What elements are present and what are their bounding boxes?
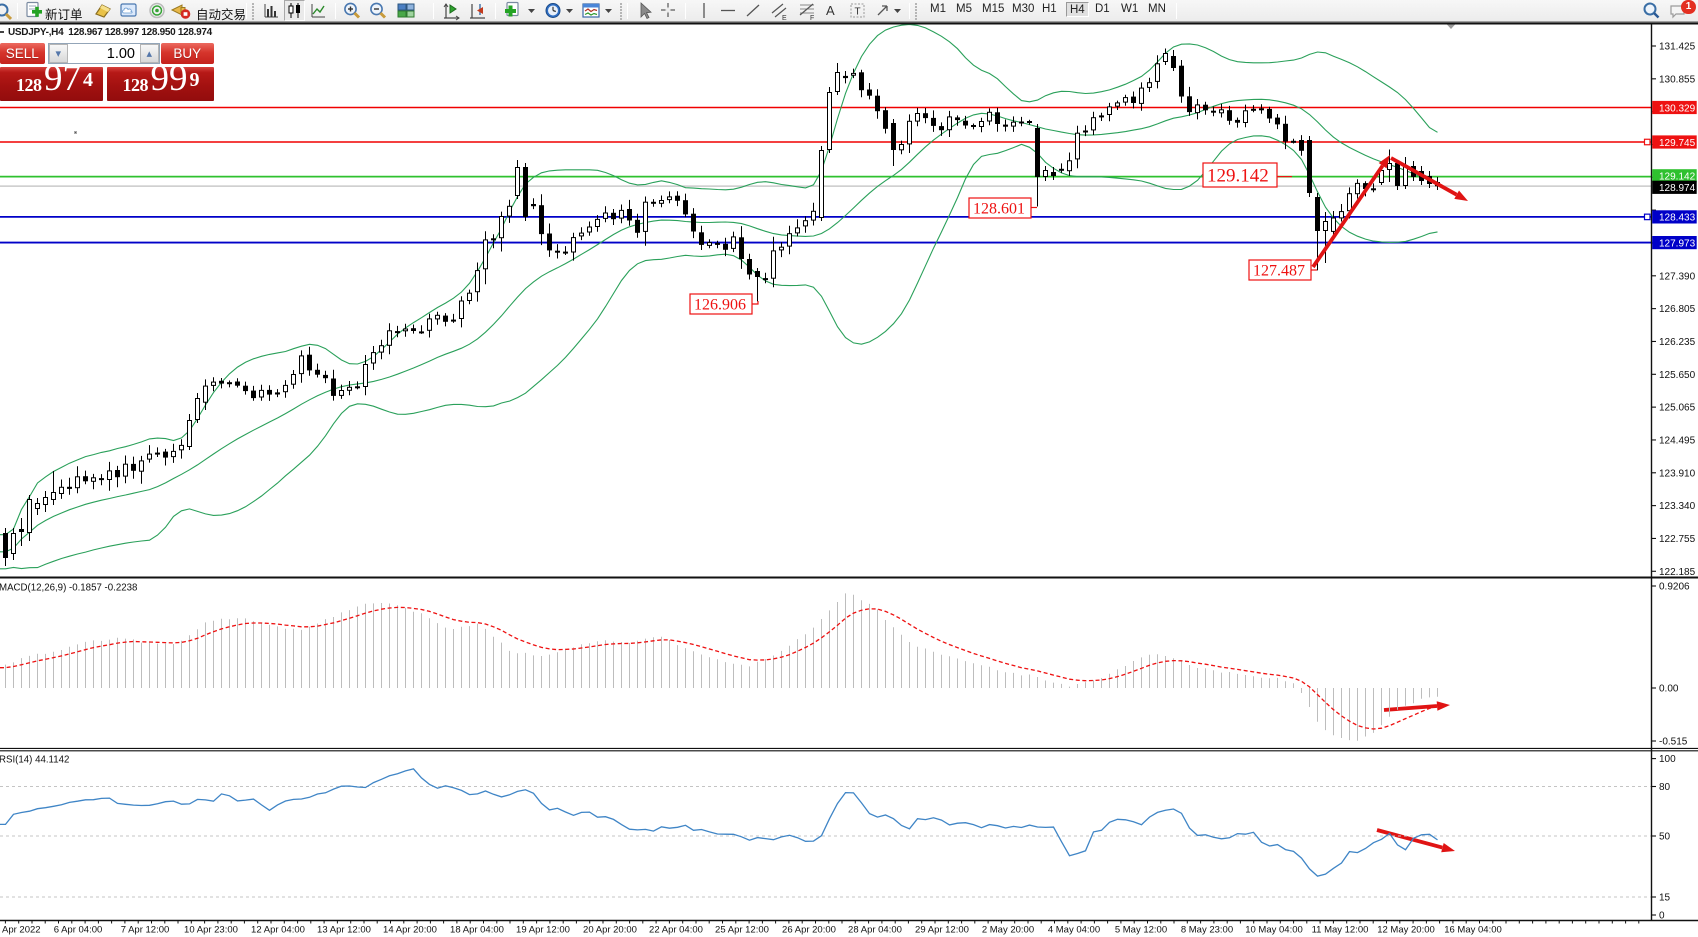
svg-text:127.390: 127.390 [1659,271,1696,282]
svg-text:5 May 12:00: 5 May 12:00 [1115,925,1167,936]
svg-text:123.910: 123.910 [1659,468,1696,479]
svg-text:14 Apr 20:00: 14 Apr 20:00 [383,925,437,936]
svg-text:100: 100 [1659,754,1676,765]
svg-text:131.425: 131.425 [1659,42,1696,53]
svg-text:7 Apr 12:00: 7 Apr 12:00 [121,925,170,936]
svg-text:E: E [782,15,787,21]
svg-text:F: F [810,15,814,21]
svg-text:127.973: 127.973 [1659,238,1696,249]
svg-text:122.755: 122.755 [1659,534,1696,545]
svg-text:6 Apr 04:00: 6 Apr 04:00 [54,925,103,936]
svg-text:126.805: 126.805 [1659,304,1696,315]
svg-text:128.974: 128.974 [1659,183,1696,194]
svg-text:10 May 04:00: 10 May 04:00 [1245,925,1303,936]
svg-text:128.601: 128.601 [973,201,1025,218]
svg-text:22 Apr 04:00: 22 Apr 04:00 [649,925,703,936]
svg-text:MACD(12,26,9) -0.1857 -0.2238: MACD(12,26,9) -0.1857 -0.2238 [0,583,137,594]
svg-text:129.142: 129.142 [1207,166,1269,187]
svg-text:18 Apr 04:00: 18 Apr 04:00 [450,925,504,936]
svg-text:19 Apr 12:00: 19 Apr 12:00 [516,925,570,936]
svg-text:Apr 2022: Apr 2022 [2,925,41,936]
svg-text:11 May 12:00: 11 May 12:00 [1312,925,1369,936]
svg-text:12 Apr 04:00: 12 Apr 04:00 [251,925,305,936]
svg-text:126.235: 126.235 [1659,337,1696,348]
svg-text:123.340: 123.340 [1659,501,1696,512]
svg-text:26 Apr 20:00: 26 Apr 20:00 [782,925,836,936]
svg-text:129.745: 129.745 [1659,138,1696,149]
svg-text:125.650: 125.650 [1659,370,1696,381]
svg-text:80: 80 [1659,782,1671,793]
svg-text:29 Apr 12:00: 29 Apr 12:00 [915,925,969,936]
svg-text:0.9206: 0.9206 [1659,582,1690,593]
svg-text:28 Apr 04:00: 28 Apr 04:00 [848,925,902,936]
svg-text:12 May 20:00: 12 May 20:00 [1377,925,1435,936]
svg-text:15: 15 [1659,893,1671,904]
svg-text:25 Apr 12:00: 25 Apr 12:00 [715,925,769,936]
svg-text:RSI(14) 44.1142: RSI(14) 44.1142 [0,755,69,766]
svg-text:2 May 20:00: 2 May 20:00 [982,925,1034,936]
svg-text:122.185: 122.185 [1659,567,1696,578]
svg-text:16 May 04:00: 16 May 04:00 [1444,925,1502,936]
svg-text:0: 0 [1659,911,1665,922]
svg-text:124.495: 124.495 [1659,436,1696,447]
svg-text:20 Apr 20:00: 20 Apr 20:00 [583,925,637,936]
svg-text:50: 50 [1659,832,1671,843]
svg-text:126.906: 126.906 [694,297,746,314]
svg-text:13 Apr 12:00: 13 Apr 12:00 [317,925,371,936]
svg-text:T: T [855,7,861,18]
svg-text:4 May 04:00: 4 May 04:00 [1048,925,1100,936]
svg-text:130.329: 130.329 [1659,103,1696,114]
svg-text:125.065: 125.065 [1659,403,1696,414]
svg-text:0.00: 0.00 [1659,684,1679,695]
svg-text:10 Apr 23:00: 10 Apr 23:00 [184,925,238,936]
svg-text:-0.515: -0.515 [1659,737,1688,748]
svg-text:127.487: 127.487 [1253,263,1305,280]
svg-text:128.433: 128.433 [1659,213,1696,224]
svg-text:129.142: 129.142 [1659,172,1696,183]
svg-text:8 May 23:00: 8 May 23:00 [1181,925,1233,936]
svg-text:130.855: 130.855 [1659,74,1696,85]
